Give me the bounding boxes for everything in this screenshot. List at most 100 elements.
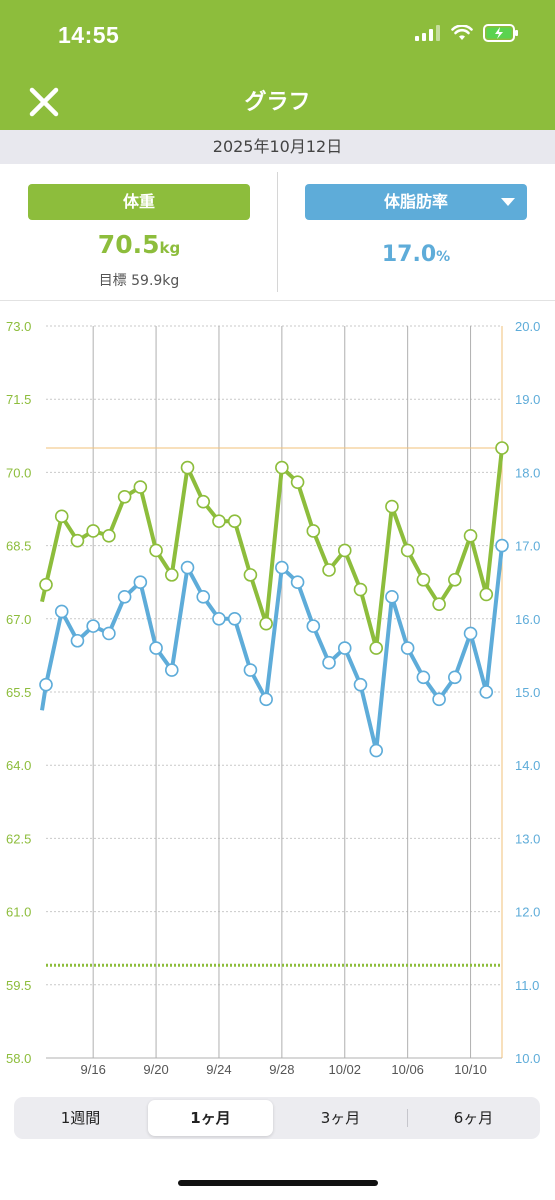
weight-button[interactable]: 体重	[28, 184, 250, 220]
body-fat-series-point	[322, 655, 336, 670]
weight-series-point	[243, 568, 258, 582]
weight-series-point	[54, 509, 69, 524]
body-fat-series-point	[102, 626, 116, 641]
body-fat-series-point	[133, 575, 148, 590]
y-right-tick-label: 12.0	[515, 905, 540, 920]
y-left-tick-label: 73.0	[6, 319, 31, 334]
weight-series-point	[275, 460, 289, 475]
y-left-tick-label: 68.5	[6, 539, 31, 554]
body-fat-series-point	[432, 692, 446, 707]
weight-series-point	[495, 441, 509, 455]
body-fat-series-point	[369, 743, 384, 758]
y-left-tick-label: 62.5	[6, 831, 31, 846]
body-fat-series-point	[164, 663, 179, 677]
weight-series-point	[227, 514, 242, 528]
body-fat-series-point	[337, 641, 352, 655]
y-left-tick-label: 61.0	[6, 905, 31, 920]
body-fat-select-label: 体脂肪率	[383, 192, 448, 211]
weight-series-point	[39, 577, 53, 592]
home-indicator	[178, 1180, 378, 1186]
body-fat-series-point	[212, 611, 226, 626]
weight-series-point	[102, 529, 116, 543]
weight-unit: kg	[159, 239, 181, 257]
y-right-tick-label: 17.0	[515, 539, 540, 554]
body-fat-series-point	[495, 538, 509, 553]
weight-series-point	[400, 543, 415, 558]
weight-series-point	[196, 494, 211, 509]
body-fat-series-point	[39, 677, 53, 692]
y-left-tick-label: 67.0	[6, 612, 31, 627]
wifi-icon	[451, 25, 473, 40]
y-right-tick-label: 14.0	[515, 758, 540, 773]
y-right-tick-label: 16.0	[515, 612, 540, 627]
signal-icon	[415, 25, 440, 41]
weight-series-point	[180, 460, 195, 475]
y-right-tick-label: 18.0	[515, 465, 540, 480]
body-fat-series-point	[290, 575, 305, 590]
segment-3-months[interactable]: 3ヶ月	[320, 1109, 361, 1127]
body-fat-series-point	[306, 619, 321, 633]
weight-series-line	[40, 447, 504, 651]
body-fat-series-point	[353, 677, 368, 692]
status-bar: 14:55	[0, 0, 555, 72]
weight-series-point	[70, 533, 85, 548]
y-right-tick-label: 19.0	[515, 392, 540, 407]
weight-series-point	[133, 480, 148, 494]
weight-series-point	[306, 524, 321, 538]
y-left-tick-label: 59.5	[6, 978, 31, 993]
body-fat-series-point	[463, 626, 478, 641]
weight-series-point	[479, 587, 494, 602]
body-fat-series-point	[117, 590, 132, 604]
segment-6-months[interactable]: 6ヶ月	[453, 1109, 494, 1127]
close-button[interactable]	[24, 82, 64, 122]
divider	[277, 172, 278, 292]
weight-series-point	[369, 641, 384, 655]
y-right-tick-label: 15.0	[515, 685, 540, 700]
close-icon	[29, 87, 59, 117]
body-fat-series-point	[243, 663, 258, 677]
body-fat-series-point	[259, 692, 273, 707]
weight-series-point	[290, 475, 305, 489]
body-fat-select[interactable]: 体脂肪率	[305, 184, 527, 220]
x-tick-label: 9/16	[81, 1062, 106, 1077]
weight-series-point	[337, 543, 352, 558]
weight-number: 70.5	[97, 230, 160, 259]
body-fat-series-point	[54, 604, 69, 619]
weight-series-point	[322, 563, 336, 577]
body-fat-series-point	[196, 590, 211, 604]
weight-series-point	[86, 524, 100, 538]
x-tick-label: 9/28	[269, 1062, 294, 1077]
battery-icon	[483, 24, 518, 42]
weight-series-point	[259, 616, 273, 631]
body-fat-series-point	[400, 641, 415, 655]
y-right-tick-label: 20.0	[515, 319, 540, 334]
period-segmented-control: 1週間 1ヶ月 3ヶ月 6ヶ月	[14, 1097, 540, 1139]
weight-series-point	[117, 490, 132, 504]
nav-bar: グラフ	[0, 72, 555, 130]
segment-1-month[interactable]: 1ヶ月	[148, 1100, 273, 1136]
body-fat-unit: %	[436, 249, 451, 265]
page-title: グラフ	[244, 90, 311, 115]
weight-series-point	[448, 572, 462, 587]
segment-1-week[interactable]: 1週間	[60, 1109, 101, 1127]
x-tick-label: 10/02	[328, 1062, 361, 1077]
body-fat-number: 17.0	[381, 242, 437, 267]
weight-series-point	[212, 514, 226, 528]
metrics-panel: 体重 70.5kg 目標 59.9kg 体脂肪率 17.0%	[0, 164, 555, 301]
x-tick-label: 10/06	[391, 1062, 424, 1077]
weight-series-point	[353, 582, 368, 597]
weight-value: 70.5kg	[28, 230, 250, 259]
date-label: 2025年10月12日	[0, 130, 555, 164]
y-left-tick-label: 64.0	[6, 758, 31, 773]
body-fat-series-point	[275, 560, 289, 575]
weight-series-point	[149, 543, 163, 558]
weight-bodyfat-chart[interactable]: 58.0 59.5 61.0 62.5 64.0 65.5 67.0 68.5 70.0 71.5…	[0, 300, 555, 1090]
x-tick-label: 10/10	[454, 1062, 487, 1077]
status-icons	[415, 24, 519, 42]
status-time: 14:55	[58, 22, 120, 48]
weight-series-point	[416, 572, 431, 587]
segment-separator	[407, 1109, 408, 1127]
body-fat-series-point	[385, 590, 399, 604]
body-fat-value: 17.0%	[305, 242, 527, 267]
chevron-down-icon	[501, 198, 515, 206]
